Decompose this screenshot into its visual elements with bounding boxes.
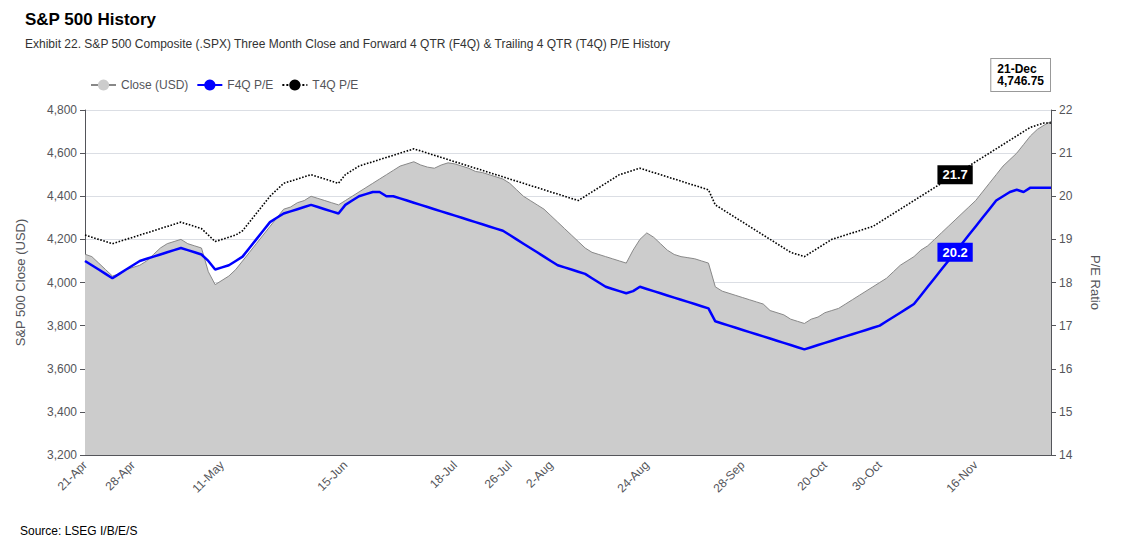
- svg-text:24-Aug: 24-Aug: [615, 458, 652, 495]
- svg-text:11-May: 11-May: [189, 458, 227, 496]
- svg-text:30-Oct: 30-Oct: [849, 458, 885, 494]
- svg-text:T4Q P/E: T4Q P/E: [312, 78, 358, 92]
- svg-text:22: 22: [1059, 103, 1073, 117]
- svg-text:3,800: 3,800: [47, 319, 77, 333]
- svg-text:4,800: 4,800: [47, 103, 77, 117]
- svg-text:21-Dec: 21-Dec: [997, 62, 1037, 76]
- svg-text:3,400: 3,400: [47, 405, 77, 419]
- svg-text:21: 21: [1059, 146, 1073, 160]
- svg-text:20.2: 20.2: [942, 245, 967, 260]
- svg-text:21.7: 21.7: [942, 167, 967, 182]
- svg-text:S&P 500 History: S&P 500 History: [25, 10, 157, 29]
- svg-text:21-Apr: 21-Apr: [55, 458, 90, 493]
- svg-text:28-Apr: 28-Apr: [103, 458, 138, 493]
- svg-text:4,200: 4,200: [47, 232, 77, 246]
- svg-text:20-Oct: 20-Oct: [795, 458, 831, 494]
- svg-text:Close (USD): Close (USD): [121, 78, 188, 92]
- svg-text:4,600: 4,600: [47, 146, 77, 160]
- svg-text:16: 16: [1059, 362, 1073, 376]
- svg-text:F4Q P/E: F4Q P/E: [227, 78, 273, 92]
- svg-text:20: 20: [1059, 189, 1073, 203]
- svg-text:18: 18: [1059, 276, 1073, 290]
- svg-text:17: 17: [1059, 319, 1073, 333]
- svg-text:26-Jul: 26-Jul: [482, 458, 515, 491]
- svg-text:P/E Ratio: P/E Ratio: [1088, 255, 1103, 310]
- svg-text:Source: LSEG I/B/E/S: Source: LSEG I/B/E/S: [20, 524, 137, 538]
- svg-text:28-Sep: 28-Sep: [710, 458, 747, 495]
- svg-text:15-Jun: 15-Jun: [314, 458, 350, 494]
- svg-text:18-Jul: 18-Jul: [427, 458, 460, 491]
- svg-text:S&P 500 Close (USD): S&P 500 Close (USD): [13, 219, 28, 347]
- svg-text:4,746.75: 4,746.75: [997, 74, 1044, 88]
- svg-text:15: 15: [1059, 405, 1073, 419]
- svg-text:3,600: 3,600: [47, 362, 77, 376]
- svg-text:3,200: 3,200: [47, 448, 77, 462]
- svg-text:4,400: 4,400: [47, 189, 77, 203]
- svg-text:4,000: 4,000: [47, 276, 77, 290]
- svg-text:Exhibit 22. S&P 500 Composite: Exhibit 22. S&P 500 Composite (.SPX) Thr…: [25, 37, 670, 51]
- svg-text:2-Aug: 2-Aug: [523, 458, 556, 491]
- svg-text:16-Nov: 16-Nov: [943, 458, 980, 495]
- svg-text:14: 14: [1059, 448, 1073, 462]
- svg-text:19: 19: [1059, 232, 1073, 246]
